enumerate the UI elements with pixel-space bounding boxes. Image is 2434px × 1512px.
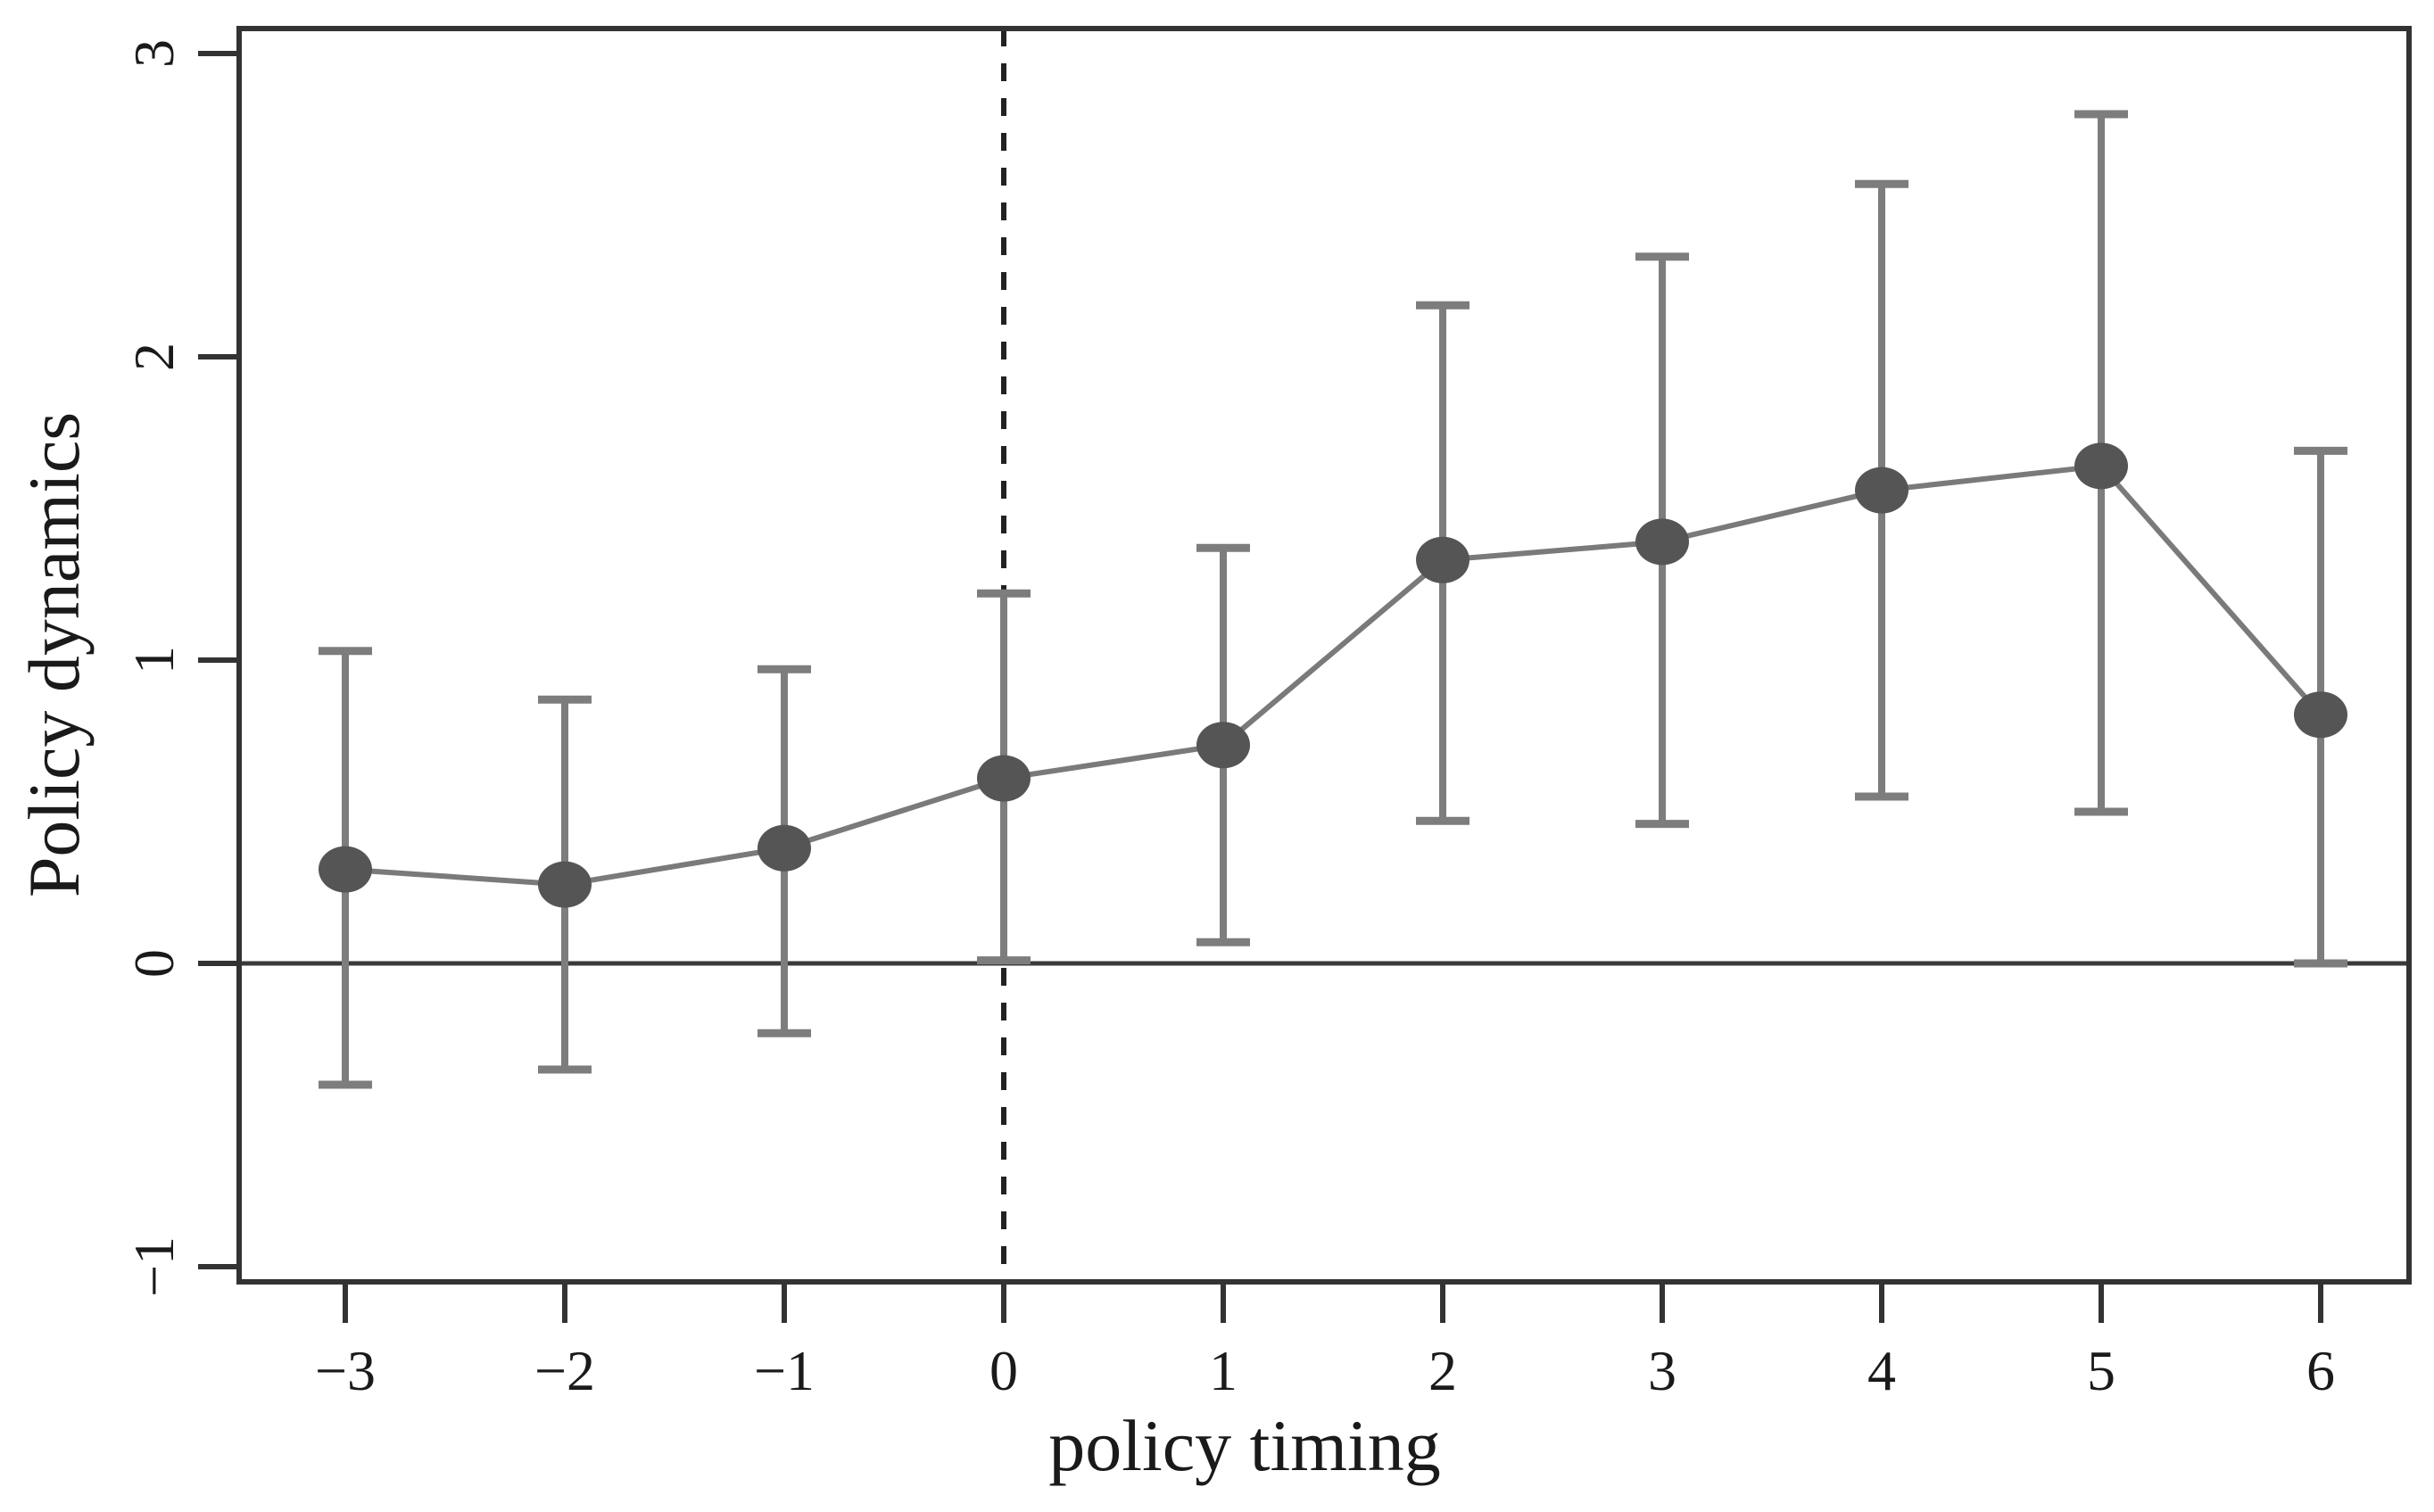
x-tick-label: −3 <box>315 1339 376 1402</box>
x-tick-label: 2 <box>1428 1339 1457 1402</box>
y-tick-label: −1 <box>122 1236 186 1297</box>
series-layer <box>344 463 2323 888</box>
x-tick-label: 5 <box>2087 1339 2115 1402</box>
x-tick-label: 4 <box>1867 1339 1896 1402</box>
data-point-marker <box>977 755 1031 802</box>
plot-frame <box>236 26 2412 1285</box>
data-point-marker <box>538 861 592 908</box>
x-tick-label: −1 <box>754 1339 815 1402</box>
x-tick-label: 6 <box>2306 1339 2335 1402</box>
data-point-marker <box>758 824 811 872</box>
data-point-marker <box>1416 536 1470 583</box>
plot-area <box>239 29 2409 1282</box>
x-axis-ticks: −3 −2 −1 0 1 2 3 4 5 6 <box>315 1282 2335 1402</box>
y-tick-label: 3 <box>122 39 186 68</box>
x-tick-label: 0 <box>989 1339 1018 1402</box>
data-point-marker <box>1855 467 1908 514</box>
x-tick-label: −2 <box>534 1339 595 1402</box>
y-tick-label: 2 <box>122 343 186 371</box>
y-axis-ticks: −1 0 1 2 3 <box>122 39 239 1297</box>
y-tick-label: 0 <box>122 949 186 978</box>
x-tick-label: 1 <box>1209 1339 1238 1402</box>
data-point-marker <box>1196 722 1250 769</box>
x-tick-label: 3 <box>1648 1339 1676 1402</box>
markers-layer <box>319 442 2347 908</box>
data-point-marker <box>1635 518 1689 566</box>
data-point-marker <box>319 846 372 893</box>
y-tick-label: 1 <box>122 646 186 674</box>
y-axis-title: Policy dynamics <box>13 412 95 897</box>
data-point-marker <box>2074 442 2128 490</box>
series-line <box>344 463 2323 888</box>
x-axis-title: policy timing <box>1048 1405 1441 1486</box>
data-point-marker <box>2294 691 2347 739</box>
